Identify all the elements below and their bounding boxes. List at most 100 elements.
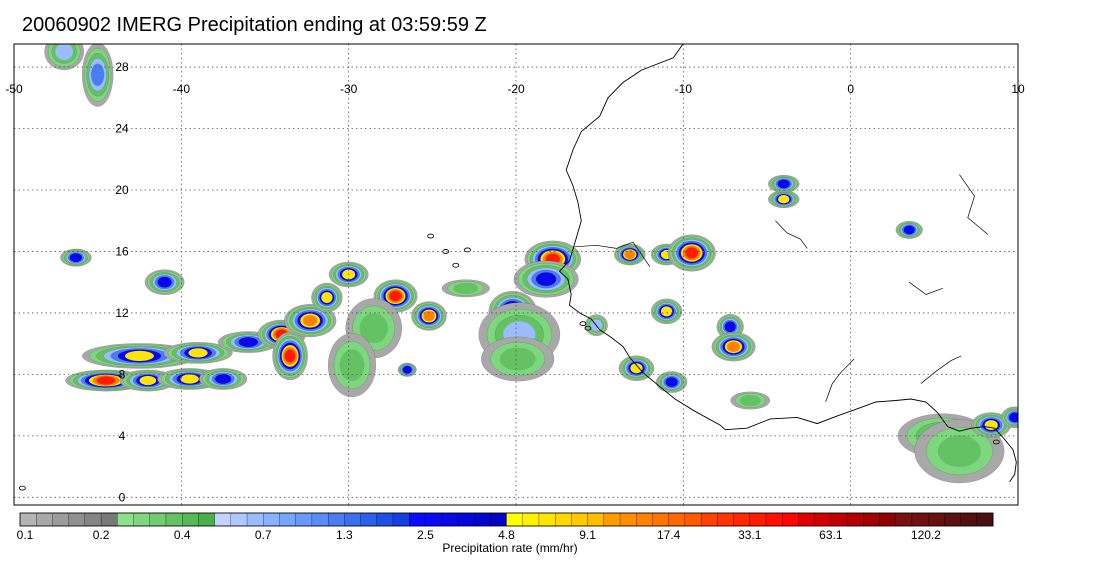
precipitation-contour (389, 290, 402, 302)
colorbar-swatch (36, 512, 53, 527)
precipitation-cell (481, 336, 555, 382)
colorbar-tick-label: 33.1 (738, 528, 762, 542)
colorbar-swatch (263, 512, 280, 527)
island-outline (452, 262, 460, 268)
longitude-labels: -50 -40 -30 -20 -10 0 10 (5, 82, 1025, 96)
colorbar-swatch (619, 512, 637, 527)
inland-water-outline (574, 241, 651, 267)
colorbar-swatch (733, 512, 751, 527)
inland-water-outline (825, 358, 855, 403)
precipitation-contour (215, 374, 232, 384)
colorbar-frame (19, 512, 994, 527)
precipitation-cell (971, 412, 1012, 438)
precipitation-cell (311, 282, 343, 313)
precipitation-contour (321, 292, 333, 303)
precipitation-contour (984, 420, 998, 431)
precipitation-contour (423, 310, 435, 322)
precipitation-contour (660, 306, 673, 317)
colorbar-swatch (165, 512, 183, 527)
precipitation-contour (903, 225, 915, 235)
colorbar-swatch (490, 512, 507, 527)
colorbar-tick-label: 4.8 (498, 528, 515, 542)
precipitation-contour (724, 321, 736, 333)
precipitation-cell (513, 260, 579, 298)
colorbar-swatch (798, 512, 816, 527)
colorbar-tick-label: 0.2 (92, 528, 110, 542)
precipitation-contour (499, 347, 536, 371)
precipitation-contour (630, 363, 643, 374)
colorbar-swatch (782, 512, 799, 527)
colorbar-swatch (846, 512, 864, 527)
precipitation-contour (188, 348, 208, 358)
precipitation-cell (163, 341, 233, 364)
colorbar-swatch (749, 512, 767, 527)
precipitation-contour (402, 365, 412, 374)
precipitation-contour (69, 253, 82, 262)
colorbar-swatch (636, 512, 653, 527)
precipitation-cell (411, 301, 447, 331)
precipitation-contour (937, 435, 982, 468)
colorbar-swatch (976, 512, 994, 527)
precipitation-contour (665, 377, 678, 387)
colorbar-tick-label: 120.2 (910, 528, 941, 542)
colorbar-swatch (684, 512, 702, 527)
inland-water-outline (920, 355, 962, 384)
precipitation-cell (895, 220, 923, 239)
colorbar-swatch (19, 512, 37, 527)
precipitation-contour (302, 315, 318, 327)
precipitation-field (44, 44, 1018, 484)
precipitation-cell (767, 174, 800, 193)
latitude-tick-label: 16 (115, 244, 129, 258)
colorbar (19, 512, 994, 527)
island-outline (584, 325, 592, 331)
precipitation-cell (199, 368, 248, 390)
precipitation-cell (614, 243, 646, 266)
precipitation-cell (373, 279, 418, 313)
island-outline (464, 247, 471, 253)
colorbar-tick-label: 1.3 (335, 528, 353, 542)
colorbar-swatch (279, 512, 297, 527)
precipitation-cell (650, 298, 683, 325)
latitude-tick-label: 20 (115, 183, 129, 197)
latitude-labels: 28 24 20 16 12 8 4 0 (115, 60, 129, 504)
colorbar-swatch (700, 512, 718, 527)
colorbar-tick-label: 63.1 (819, 528, 843, 542)
colorbar-tick-label: 0.4 (173, 528, 191, 542)
latitude-tick-label: 28 (115, 60, 129, 74)
colorbar-swatch (863, 512, 880, 527)
colorbar-swatch (182, 512, 199, 527)
precipitation-contour (139, 375, 157, 386)
precipitation-contour (739, 394, 761, 407)
precipitation-contour (624, 250, 636, 259)
colorbar-swatch (765, 512, 783, 527)
precipitation-contour (55, 44, 74, 61)
precipitation-cell (60, 248, 92, 267)
longitude-tick-label: -20 (507, 82, 525, 96)
colorbar-tick-label: 0.1 (16, 528, 34, 542)
colorbar-swatch (425, 512, 443, 527)
latitude-tick-label: 12 (115, 306, 129, 320)
precipitation-contour (777, 179, 790, 189)
precipitation-cell (327, 333, 377, 398)
colorbar-swatch (571, 512, 589, 527)
longitude-tick-label: -10 (675, 82, 693, 96)
longitude-tick-label: -50 (5, 82, 23, 96)
precipitation-cell (730, 391, 771, 410)
precipitation-cell (767, 190, 800, 209)
colorbar-swatch (311, 512, 329, 527)
colorbar-swatch (879, 512, 897, 527)
colorbar-swatch (295, 512, 313, 527)
latitude-tick-label: 0 (119, 490, 126, 504)
precipitation-contour (91, 63, 105, 86)
colorbar-swatch (668, 512, 686, 527)
colorbar-swatch (927, 512, 945, 527)
precipitation-cell (667, 234, 716, 272)
colorbar-swatch (960, 512, 978, 527)
graticule (14, 44, 1018, 505)
precipitation-cell (81, 44, 114, 107)
map-frame (13, 43, 1019, 506)
precipitation-contour (685, 247, 699, 259)
precipitation-contour (778, 194, 790, 204)
colorbar-title: Precipitation rate (mm/hr) (442, 541, 578, 555)
